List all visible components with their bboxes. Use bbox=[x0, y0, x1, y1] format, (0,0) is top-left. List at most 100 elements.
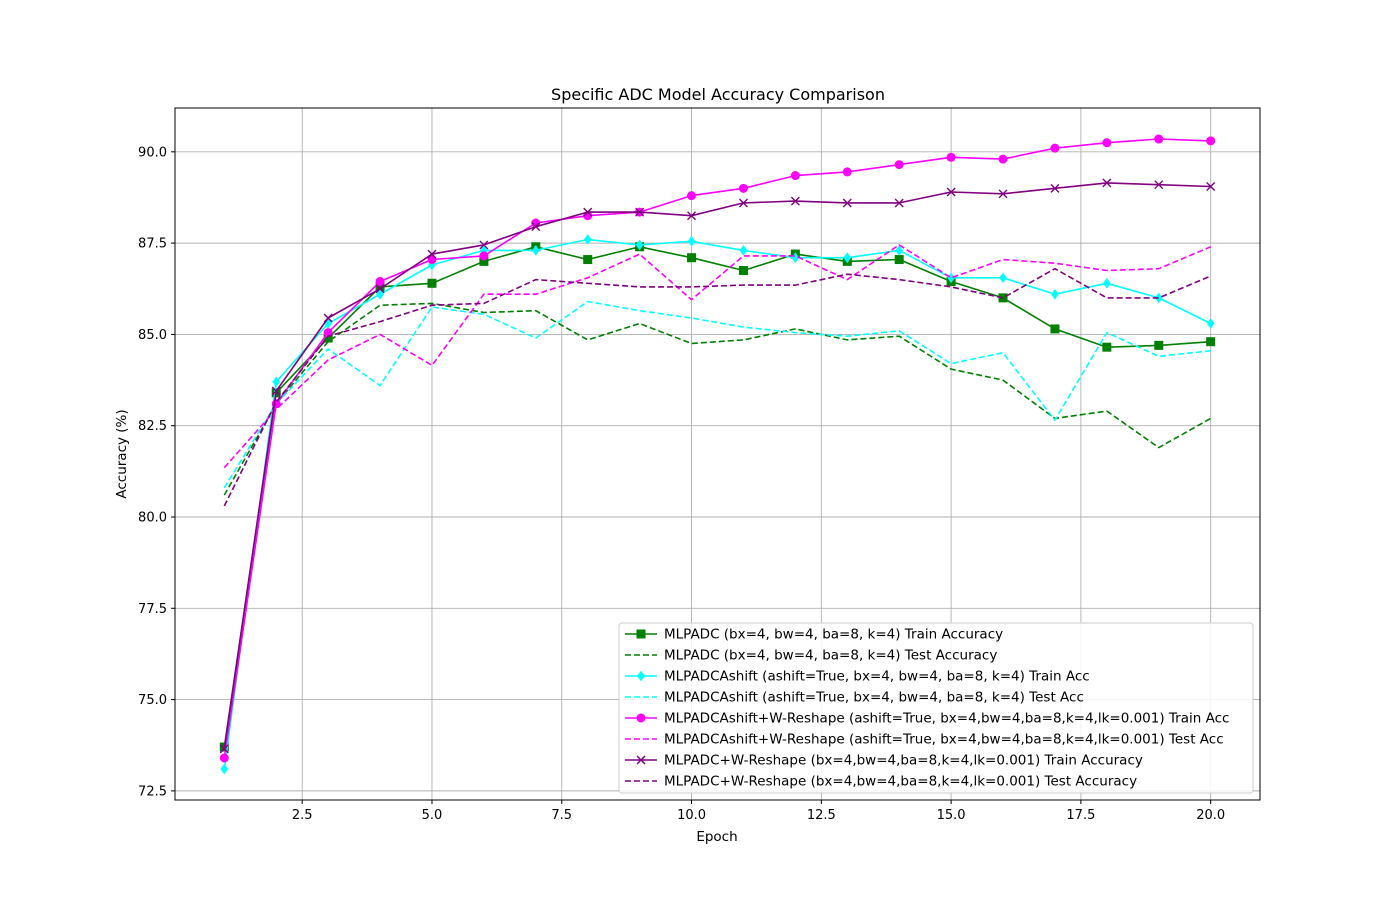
x-marker-stroke bbox=[790, 196, 800, 206]
series-line bbox=[223, 246, 1211, 748]
data-point bbox=[998, 293, 1008, 303]
x-tick-label: 7.5 bbox=[551, 808, 572, 823]
data-point bbox=[1206, 337, 1216, 347]
data-point bbox=[1050, 183, 1060, 193]
x-marker-stroke bbox=[427, 249, 437, 259]
x-marker-stroke bbox=[375, 284, 385, 294]
x-marker-stroke bbox=[636, 755, 646, 765]
data-point bbox=[583, 255, 593, 265]
data-point bbox=[1154, 180, 1164, 190]
x-marker-stroke bbox=[323, 313, 333, 323]
x-marker-stroke bbox=[531, 222, 541, 232]
data-point bbox=[894, 255, 904, 265]
y-tick-label: 87.5 bbox=[138, 237, 167, 252]
data-point bbox=[687, 211, 697, 221]
data-point bbox=[272, 376, 281, 388]
series-line bbox=[223, 244, 1212, 469]
y-tick-label: 85.0 bbox=[138, 328, 167, 343]
x-marker-stroke bbox=[1154, 180, 1164, 190]
x-tick-label: 17.5 bbox=[1066, 808, 1095, 823]
data-point bbox=[842, 167, 852, 177]
plot-frame bbox=[174, 107, 1261, 801]
data-point bbox=[842, 198, 852, 208]
data-point bbox=[220, 763, 229, 775]
data-point bbox=[1154, 340, 1164, 350]
data-point bbox=[1050, 324, 1060, 334]
data-point bbox=[479, 251, 489, 261]
data-point bbox=[427, 278, 437, 288]
x-marker-stroke bbox=[1206, 182, 1216, 192]
series-3 bbox=[220, 234, 1215, 775]
series-line bbox=[223, 302, 1212, 496]
data-point bbox=[1103, 277, 1111, 289]
data-point bbox=[375, 284, 385, 294]
data-point bbox=[1050, 143, 1060, 153]
series-lines bbox=[219, 134, 1216, 775]
data-point bbox=[687, 235, 696, 247]
x-marker-stroke bbox=[479, 240, 489, 250]
x-marker-stroke bbox=[998, 189, 1008, 199]
data-point bbox=[738, 198, 748, 208]
axis-ticks: 2.5 5.0 7.5 10.0 12.5 15.0 17.5 20.0 72.5 75.0 77.… bbox=[138, 145, 1225, 823]
legend-marker bbox=[637, 670, 645, 682]
data-point bbox=[946, 187, 956, 197]
data-point bbox=[1206, 318, 1215, 329]
y-tick-label: 90.0 bbox=[138, 145, 167, 160]
series-8 bbox=[223, 267, 1212, 507]
data-point bbox=[583, 207, 593, 217]
data-point bbox=[790, 171, 800, 181]
series-7 bbox=[219, 178, 1216, 754]
data-point bbox=[739, 245, 748, 256]
data-point bbox=[1051, 288, 1059, 300]
series-6 bbox=[223, 244, 1212, 469]
y-tick-label: 82.5 bbox=[138, 419, 167, 434]
data-point bbox=[999, 272, 1007, 284]
data-point bbox=[323, 313, 333, 323]
series-line bbox=[223, 267, 1212, 507]
legend-label: MLPADCAshift (ashift=True, bx=4, bw=4, b… bbox=[664, 690, 1084, 706]
x-tick-label: 15.0 bbox=[937, 808, 966, 823]
x-marker-stroke bbox=[687, 211, 697, 221]
x-axis-label: Epoch bbox=[696, 829, 737, 845]
data-point bbox=[1206, 182, 1216, 192]
data-point bbox=[687, 191, 697, 201]
legend-label: MLPADCAshift (ashift=True, bx=4, bw=4, b… bbox=[664, 669, 1090, 685]
series-4 bbox=[223, 300, 1211, 489]
series-line bbox=[223, 182, 1211, 750]
x-marker-stroke bbox=[738, 198, 748, 208]
data-point bbox=[843, 252, 852, 264]
y-axis-label: Accuracy (%) bbox=[114, 409, 130, 498]
data-point bbox=[1206, 136, 1216, 146]
data-point bbox=[895, 245, 904, 256]
legend-label: MLPADC (bx=4, bw=4, ba=8, k=4) Train Acc… bbox=[664, 627, 1003, 643]
data-point bbox=[219, 744, 229, 754]
data-point bbox=[946, 152, 956, 162]
data-point bbox=[583, 234, 592, 245]
series-2 bbox=[223, 302, 1212, 496]
data-point bbox=[998, 189, 1008, 199]
y-tick-label: 80.0 bbox=[138, 510, 167, 525]
y-tick-label: 75.0 bbox=[138, 693, 167, 708]
data-point bbox=[219, 753, 229, 763]
x-marker-stroke bbox=[635, 207, 645, 217]
legend-label: MLPADC (bx=4, bw=4, ba=8, k=4) Test Accu… bbox=[664, 648, 997, 664]
data-point bbox=[531, 222, 541, 232]
data-point bbox=[427, 255, 437, 265]
y-tick-label: 72.5 bbox=[138, 784, 167, 799]
data-point bbox=[635, 239, 644, 251]
series-line bbox=[223, 300, 1211, 489]
data-point bbox=[1102, 342, 1112, 352]
legend-marker bbox=[636, 755, 646, 765]
x-tick-label: 20.0 bbox=[1196, 808, 1225, 823]
legend-label: MLPADCAshift+W-Reshape (ashift=True, bx=… bbox=[664, 711, 1229, 727]
x-marker-stroke bbox=[219, 744, 229, 754]
data-point bbox=[894, 198, 904, 208]
x-marker-stroke bbox=[1050, 183, 1060, 193]
x-marker-stroke bbox=[583, 207, 593, 217]
data-point bbox=[635, 207, 645, 217]
x-marker-stroke bbox=[946, 187, 956, 197]
x-tick-label: 12.5 bbox=[807, 808, 836, 823]
chart-title: Specific ADC Model Accuracy Comparison bbox=[551, 85, 885, 104]
x-marker-stroke bbox=[894, 198, 904, 208]
